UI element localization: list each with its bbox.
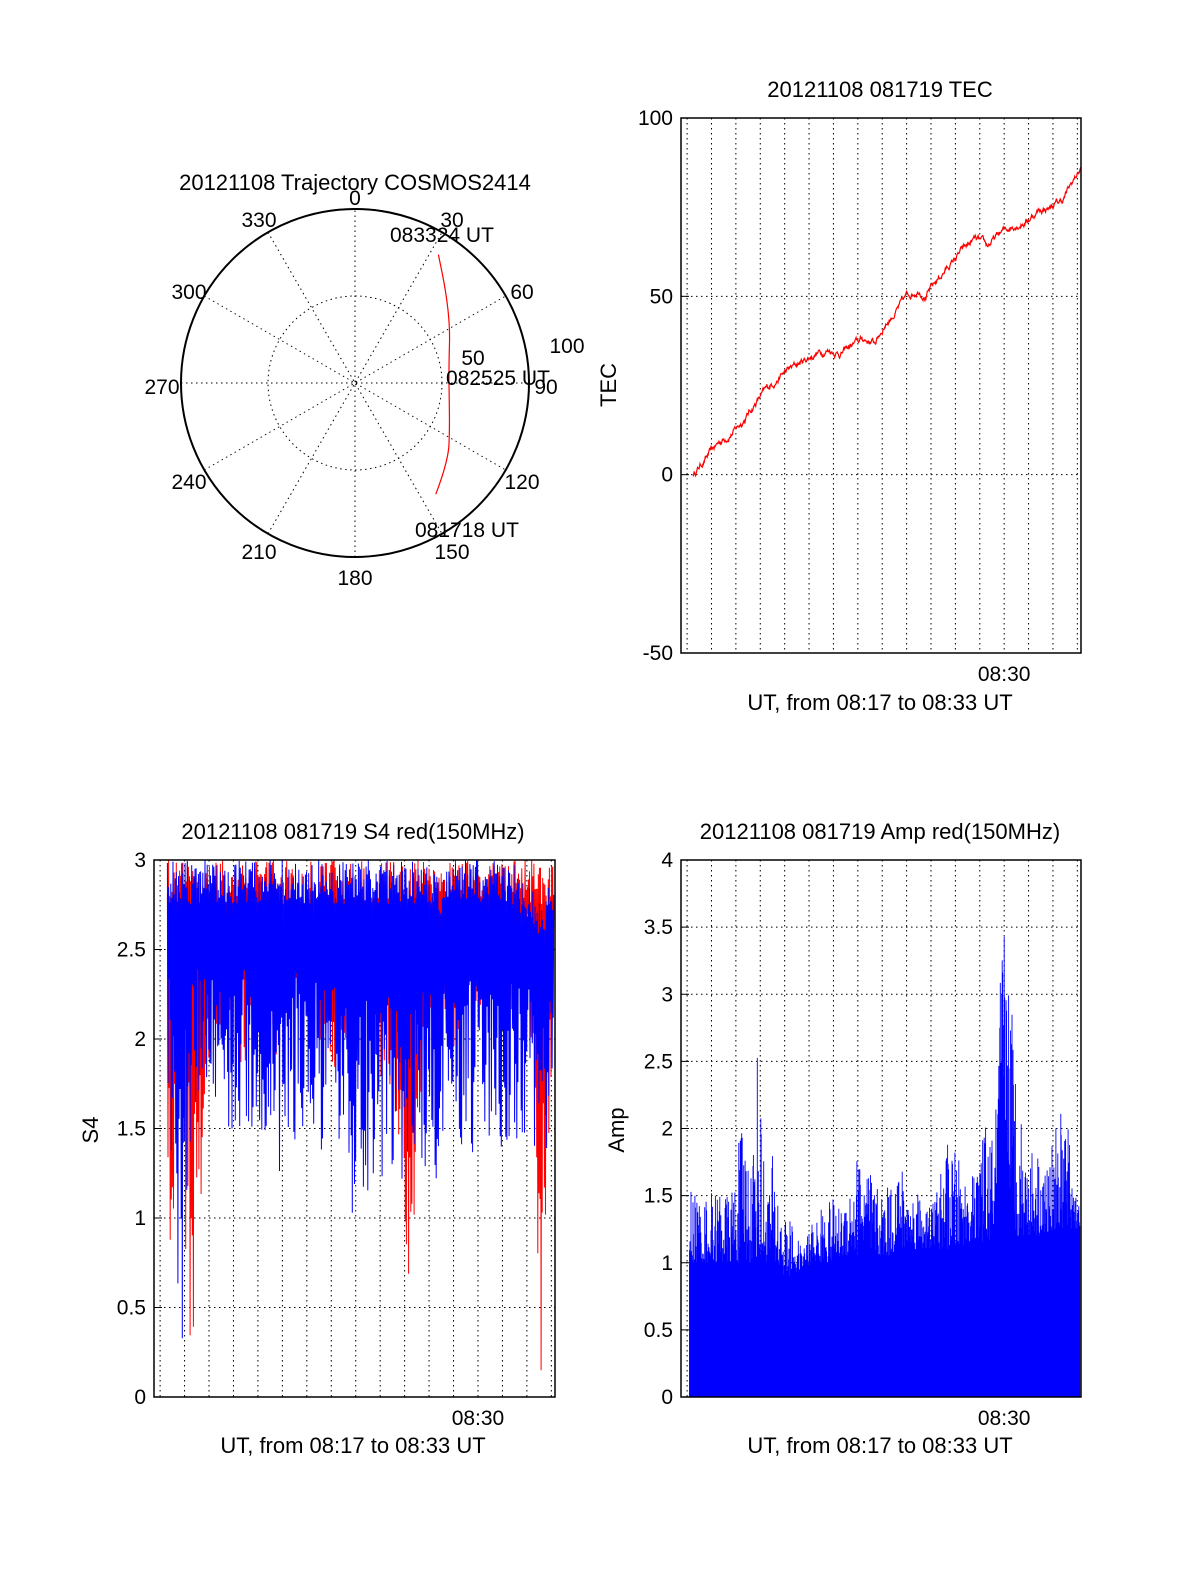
angle-label-210: 210 <box>241 541 276 564</box>
amp-ytick-label-0: 0 <box>661 1386 673 1409</box>
polar-trajectory-line <box>435 254 451 495</box>
trajectory-end-label: 083324 UT <box>390 224 494 247</box>
polar-angle-labels: 0 30 60 90 120 150 180 210 240 270 300 3… <box>144 187 557 590</box>
polar-spoke-30 <box>267 232 443 534</box>
tec-panel: 20121108 081719 TEC -50 0 50 100 08:30 UT, … <box>596 77 1082 715</box>
polar-outer-circle <box>180 208 530 558</box>
amp-title: 20121108 081719 Amp red(150MHz) <box>700 819 1060 844</box>
s4-x-label: UT, from 08:17 to 08:33 UT <box>220 1433 485 1458</box>
s4-panel: 20121108 081719 S4 red(150MHz) 0 0.5 1 1.5 2… <box>78 819 556 1458</box>
polar-grid <box>181 209 529 557</box>
amp-y-label: Amp <box>604 1107 629 1152</box>
s4-x-tick-0830: 08:30 <box>452 1407 505 1430</box>
amp-ytick-label-4: 2 <box>661 1118 673 1141</box>
radial-label-100: 100 <box>549 335 584 358</box>
angle-label-30: 30 <box>440 209 463 232</box>
amp-ytick-label-2: 1 <box>661 1252 673 1275</box>
s4-ytick-label-6: 3 <box>134 849 146 872</box>
s4-ytick-label-4: 2 <box>134 1028 146 1051</box>
tec-data <box>692 167 1082 478</box>
s4-y-ticks: 0 0.5 1 1.5 2 2.5 3 <box>117 849 162 1409</box>
angle-label-90: 90 <box>534 376 557 399</box>
polar-spoke-60 <box>204 295 506 471</box>
polar-trajectory-panel: 20121108 Trajectory COSMOS2414 0 30 60 9… <box>144 170 584 590</box>
amp-spikes <box>689 936 1081 1397</box>
angle-label-60: 60 <box>510 281 533 304</box>
tec-ytick-label-2: 50 <box>650 285 673 308</box>
angle-label-300: 300 <box>171 281 206 304</box>
tec-ytick-label-3: 100 <box>638 107 673 130</box>
amp-ytick-label-5: 2.5 <box>644 1050 673 1073</box>
angle-label-120: 120 <box>504 471 539 494</box>
angle-label-0: 0 <box>349 187 361 210</box>
amp-ytick-label-7: 3.5 <box>644 916 673 939</box>
tec-y-ticks: -50 0 50 100 <box>638 107 689 665</box>
tec-title: 20121108 081719 TEC <box>767 77 993 102</box>
trajectory-mid-label: 082525 UT <box>446 367 550 390</box>
amp-data <box>689 936 1081 1397</box>
polar-spoke-120 <box>204 295 506 471</box>
amp-panel: 20121108 081719 Amp red(150MHz) 0 0.5 1 1.5… <box>604 819 1082 1458</box>
trajectory-start-label: 081718 UT <box>415 519 519 542</box>
amp-x-tick-0830: 08:30 <box>978 1407 1031 1430</box>
s4-ytick-label-3: 1.5 <box>117 1118 146 1141</box>
amp-ytick-label-1: 0.5 <box>644 1319 673 1342</box>
tec-series-line <box>692 167 1082 478</box>
tec-x-tick-0830: 08:30 <box>978 663 1031 686</box>
angle-label-330: 330 <box>241 209 276 232</box>
s4-data <box>166 859 555 1371</box>
polar-title: 20121108 Trajectory COSMOS2414 <box>179 170 531 195</box>
amp-x-label: UT, from 08:17 to 08:33 UT <box>747 1433 1012 1458</box>
s4-ytick-label-2: 1 <box>134 1207 146 1230</box>
amp-ytick-label-3: 1.5 <box>644 1185 673 1208</box>
tec-y-label: TEC <box>596 363 621 407</box>
s4-series-blue <box>166 860 555 1339</box>
angle-label-240: 240 <box>171 471 206 494</box>
s4-y-label: S4 <box>78 1117 103 1144</box>
tec-x-label: UT, from 08:17 to 08:33 UT <box>747 690 1012 715</box>
amp-ytick-label-8: 4 <box>661 849 673 872</box>
s4-title: 20121108 081719 S4 red(150MHz) <box>181 819 524 844</box>
angle-label-180: 180 <box>337 567 372 590</box>
s4-ytick-label-1: 0.5 <box>117 1297 146 1320</box>
amp-ytick-label-6: 3 <box>661 983 673 1006</box>
angle-label-150: 150 <box>434 541 469 564</box>
tec-ytick-label-1: 0 <box>661 464 673 487</box>
polar-spoke-150 <box>267 232 443 534</box>
s4-ytick-label-5: 2.5 <box>117 939 146 962</box>
tec-ytick-label-0: -50 <box>643 642 673 665</box>
s4-ytick-label-0: 0 <box>134 1386 146 1409</box>
tec-grid <box>681 118 1081 653</box>
polar-grid-circle-50 <box>267 295 443 471</box>
radial-label-50: 50 <box>461 347 484 370</box>
amp-y-ticks: 0 0.5 1 1.5 2 2.5 3 3.5 4 <box>644 849 689 1409</box>
tec-plot-frame <box>680 117 1082 654</box>
angle-label-270: 270 <box>144 376 179 399</box>
